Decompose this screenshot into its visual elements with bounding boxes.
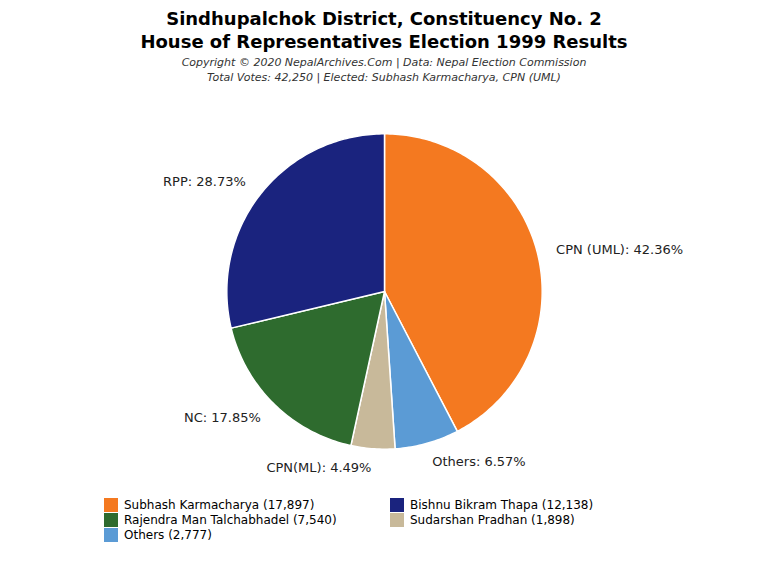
svg-text:RPP: 28.73%: RPP: 28.73% [163, 174, 246, 189]
html-text:Sindhupalchok District, Consti: Sindhupalchok District, Constituency No.… [166, 8, 602, 29]
html-text:Subhash Karmacharya (17,897): Subhash Karmacharya (17,897) [124, 498, 315, 512]
html-text:Rajendra Man Talchabhadel (7,5: Rajendra Man Talchabhadel (7,540) [124, 513, 337, 527]
svg-text:Others: 6.57%: Others: 6.57% [432, 454, 526, 469]
html-text:House of Representatives Elect: House of Representatives Election 1999 R… [140, 31, 628, 52]
html-text:Copyright © 2020 NepalArchives: Copyright © 2020 NepalArchives.Com | Dat… [181, 56, 587, 69]
html-text:Total Votes: 42,250 | Elected:: Total Votes: 42,250 | Elected: Subhash K… [207, 71, 561, 84]
html-text:Sudarshan Pradhan (1,898): Sudarshan Pradhan (1,898) [410, 513, 575, 527]
html-text:Bishnu Bikram Thapa (12,138): Bishnu Bikram Thapa (12,138) [410, 498, 594, 512]
svg-text:CPN(ML): 4.49%: CPN(ML): 4.49% [266, 460, 371, 475]
html-text:Others (2,777): Others (2,777) [124, 528, 212, 542]
svg-text:NC: 17.85%: NC: 17.85% [184, 410, 261, 425]
svg-text:CPN (UML): 42.36%: CPN (UML): 42.36% [556, 242, 683, 257]
